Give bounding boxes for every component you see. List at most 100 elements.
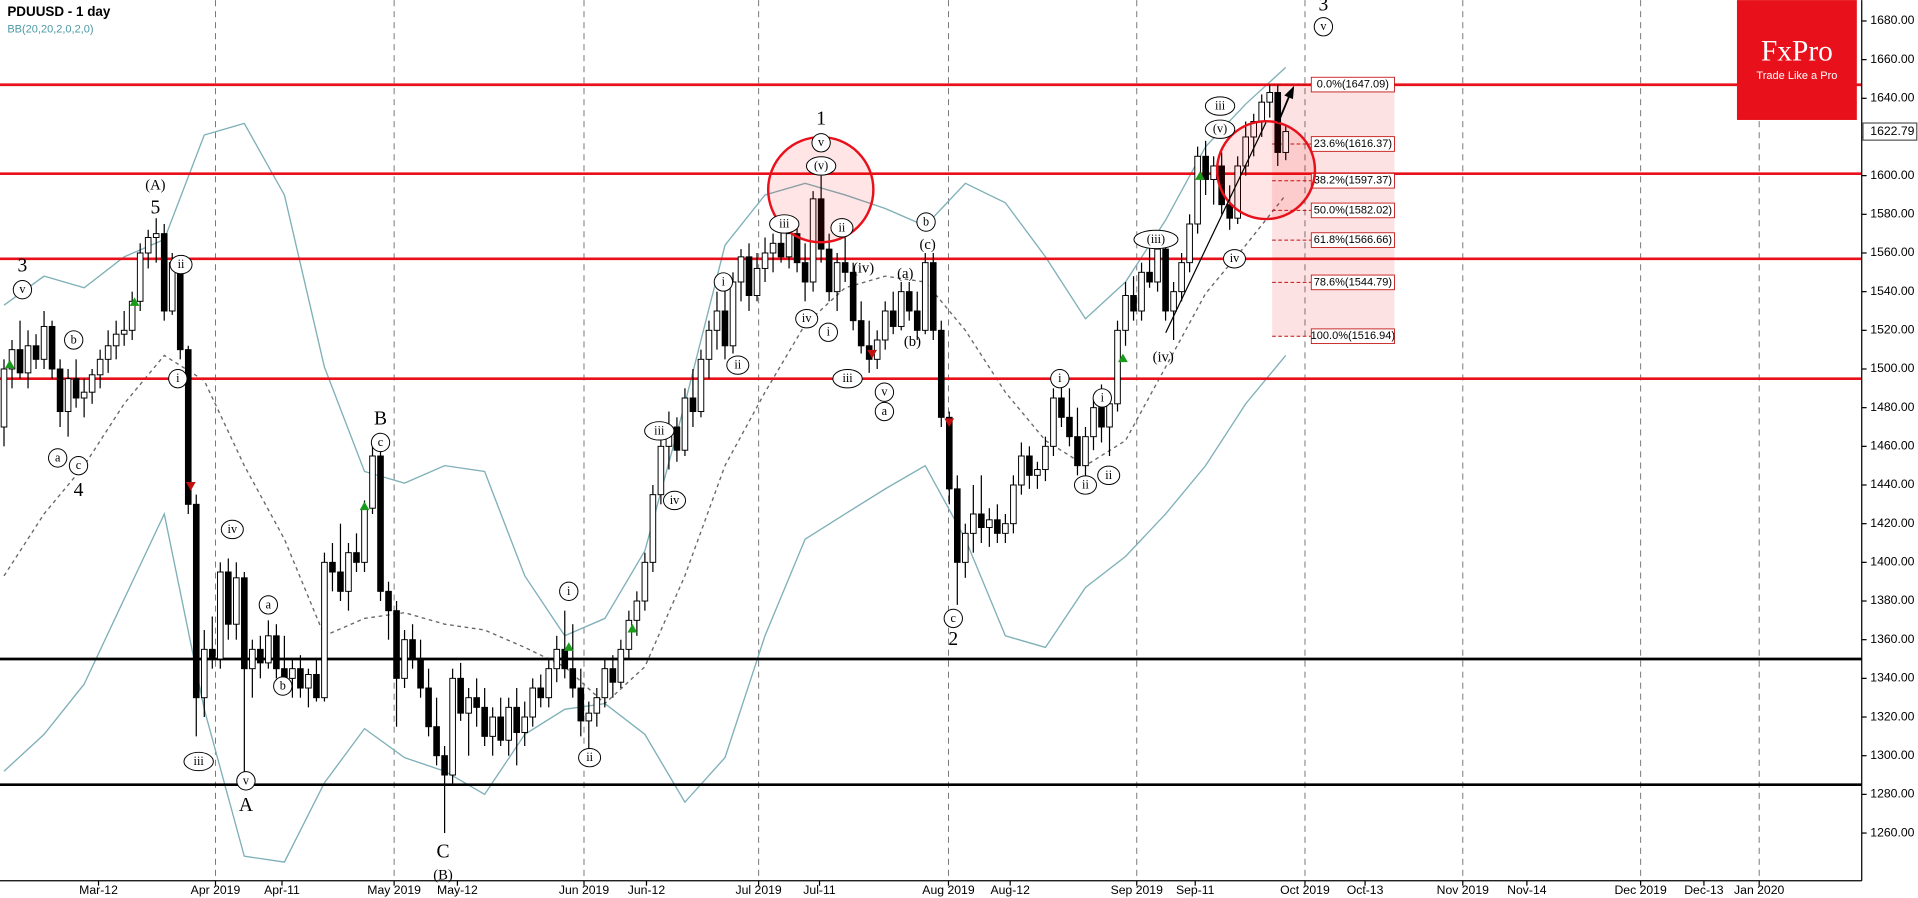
candle-body	[905, 291, 913, 312]
candle-body	[32, 345, 40, 360]
candle-body	[425, 687, 432, 728]
candle-body	[897, 291, 905, 327]
bollinger-bands	[3, 66, 1287, 863]
candle-body	[1122, 295, 1129, 331]
wave-circle	[1204, 96, 1236, 116]
y-tick-label: 1520.00	[1870, 323, 1914, 337]
candle-body	[585, 712, 593, 722]
candle-body	[24, 345, 32, 374]
wave-circle	[68, 456, 89, 476]
wave-label: ii	[178, 257, 185, 271]
candle-body	[713, 310, 721, 331]
y-tick-label: 1440.00	[1870, 477, 1914, 491]
candle-body	[561, 648, 569, 670]
wave-label: i	[1058, 371, 1062, 385]
wave-label: iii	[842, 371, 853, 385]
candle-body	[761, 252, 769, 269]
candle-body	[393, 610, 400, 679]
candle-body	[265, 635, 272, 664]
band-line	[3, 66, 1287, 637]
wave-label: v	[881, 385, 888, 399]
last-price-box	[1862, 122, 1918, 141]
candle-body	[144, 237, 152, 254]
wave-label: iv	[802, 311, 812, 325]
arrow-head	[1284, 85, 1295, 100]
wave-label: 4	[74, 480, 84, 501]
wave-label: ii	[586, 750, 593, 764]
fib-label-box	[1310, 136, 1395, 152]
y-tick-label: 1500.00	[1870, 361, 1914, 375]
wave-label: (b)	[904, 334, 921, 350]
wave-circle	[1050, 368, 1070, 389]
candle-body	[1186, 223, 1193, 264]
fib-label: 61.8%(1566.66)	[1314, 234, 1392, 246]
wave-label: c	[378, 435, 384, 449]
wave-circle	[818, 322, 838, 342]
wave-circle	[795, 309, 819, 329]
logo-box	[1736, 0, 1857, 120]
candle-body	[1114, 329, 1121, 405]
wave-label: 3	[18, 256, 28, 277]
candle-body	[48, 325, 56, 370]
y-tick-label: 1660.00	[1870, 52, 1914, 66]
wave-circle	[805, 156, 837, 176]
wave-circle	[1313, 17, 1334, 37]
buy-signal	[563, 642, 574, 651]
candle-body	[529, 687, 537, 718]
candle-body	[873, 339, 881, 360]
candle-body	[385, 590, 392, 612]
x-tick-label: Apr 2019	[191, 883, 241, 897]
candle-body	[953, 488, 961, 563]
candle-body	[817, 198, 825, 250]
x-tick-label: Sep-11	[1176, 883, 1215, 897]
wave-label: ii	[1082, 477, 1089, 491]
wave-label: ii	[1105, 468, 1112, 482]
candle-body	[16, 349, 24, 374]
candle-body	[849, 271, 857, 322]
candle-body	[329, 561, 336, 573]
candle-body	[1170, 291, 1177, 312]
wave-label: iii	[1215, 98, 1226, 112]
x-tick-label: May 2019	[367, 883, 421, 897]
levels	[0, 83, 1862, 787]
y-tick-label: 1420.00	[1870, 516, 1914, 530]
fib-label: 0.0%(1647.09)	[1317, 79, 1389, 91]
candle-body	[745, 256, 753, 297]
wave-label: (a)	[897, 266, 913, 282]
candle-body	[120, 329, 128, 335]
candle-body	[465, 697, 472, 714]
wave-circle	[1097, 465, 1121, 486]
x-tick-label: Jul-11	[803, 883, 836, 897]
wave-label: a	[882, 404, 888, 418]
candle-body	[473, 697, 480, 708]
candle-body	[1034, 469, 1041, 476]
band-line	[3, 354, 1287, 863]
wave-label: iv	[1230, 251, 1240, 265]
candle-body	[1210, 165, 1217, 180]
wave-label: C	[436, 841, 449, 862]
buy-signal	[627, 623, 638, 633]
candle-body	[128, 300, 136, 331]
candle-body	[1258, 101, 1266, 122]
x-tick-label: Sep 2019	[1111, 883, 1164, 897]
candle-body	[497, 716, 504, 741]
wave-label: (c)	[920, 237, 936, 253]
candle-body	[489, 716, 496, 737]
wave-label: iii	[654, 423, 665, 437]
candle-body	[257, 648, 264, 664]
candle-body	[1234, 165, 1241, 219]
candle-body	[617, 648, 625, 683]
candle-body	[1066, 416, 1073, 438]
candle-body	[697, 358, 705, 413]
candle-body	[729, 281, 737, 347]
fib-label: 100.0%(1516.94)	[1311, 330, 1395, 342]
sell-signal	[944, 418, 955, 427]
candle-body	[825, 248, 833, 293]
candle-body	[1282, 131, 1290, 153]
wave-circle	[726, 355, 750, 375]
wave-circle	[832, 368, 863, 389]
wave-circle	[1073, 475, 1097, 495]
candle-body	[601, 668, 609, 699]
candle-body	[104, 345, 112, 360]
x-tick-label: Mar-12	[79, 883, 118, 897]
